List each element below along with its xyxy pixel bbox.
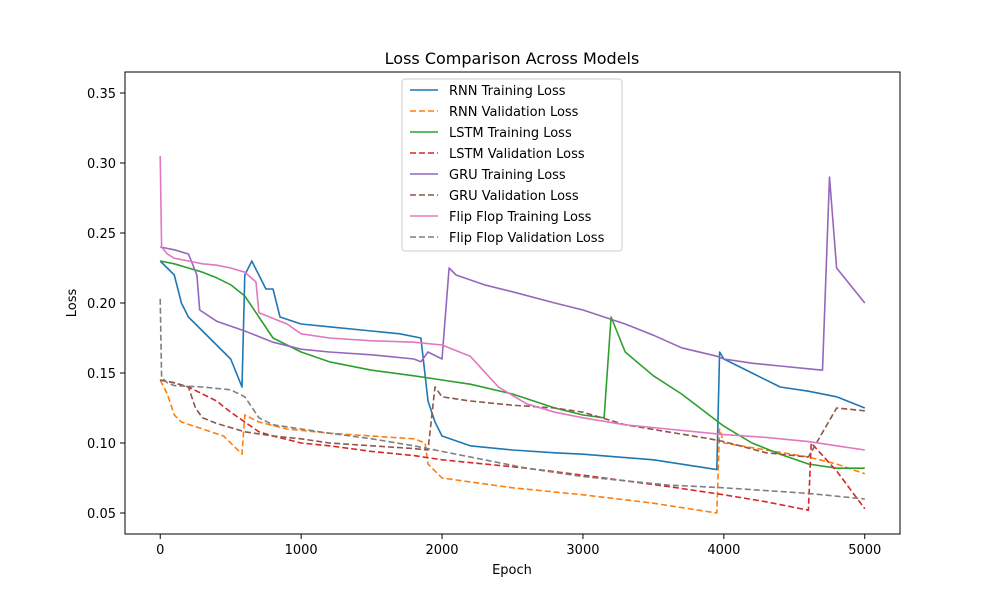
legend-entry-label: LSTM Training Loss	[449, 126, 572, 141]
y-tick-label: 0.10	[87, 437, 116, 452]
series-line-gru-training-loss	[160, 176, 866, 372]
y-axis: 0.05 0.10 0.15 0.20 0.25 0.30 0.35	[87, 87, 125, 522]
legend: RNN Training Loss RNN Validation Loss LSTM…	[401, 78, 623, 252]
y-tick-label: 0.05	[87, 507, 116, 522]
y-tick-label: 0.25	[87, 227, 116, 242]
legend-entry-label: GRU Validation Loss	[449, 189, 579, 204]
x-tick-label: 5000	[848, 543, 881, 558]
y-axis-label: Loss	[65, 289, 80, 318]
y-tick-label: 0.35	[87, 87, 116, 102]
x-tick-label: 4000	[707, 543, 740, 558]
x-tick-label: 3000	[566, 543, 599, 558]
series-line-lstm-validation-loss	[160, 379, 866, 512]
plot-area	[159, 155, 866, 514]
series-line-gru-validation-loss	[160, 379, 865, 458]
legend-entry-label: Flip Flop Training Loss	[449, 210, 592, 225]
x-tick-label: 2000	[425, 543, 458, 558]
series-line-rnn-validation-loss	[159, 379, 866, 514]
x-tick-label: 0	[156, 543, 164, 558]
legend-entry-label: LSTM Validation Loss	[449, 147, 585, 162]
legend-box	[401, 78, 623, 252]
series-line-flip-flop-training-loss	[159, 155, 865, 451]
x-axis: 0 1000 2000 3000 4000 5000	[156, 534, 881, 558]
x-axis-label: Epoch	[492, 563, 532, 578]
x-tick-label: 1000	[285, 543, 318, 558]
legend-entry-label: GRU Training Loss	[449, 168, 566, 183]
legend-items: RNN Training Loss RNN Validation Loss LSTM…	[410, 84, 605, 246]
series-line-rnn-training-loss	[159, 260, 866, 471]
series-line-flip-flop-validation-loss	[159, 298, 865, 500]
series-line-lstm-training-loss	[160, 260, 865, 470]
chart-title: Loss Comparison Across Models	[385, 49, 640, 68]
y-tick-label: 0.20	[87, 297, 116, 312]
y-tick-label: 0.30	[87, 157, 116, 172]
legend-entry-label: RNN Training Loss	[449, 84, 566, 99]
legend-entry-label: RNN Validation Loss	[449, 105, 579, 120]
y-tick-label: 0.15	[87, 367, 116, 382]
legend-entry-label: Flip Flop Validation Loss	[449, 231, 605, 246]
